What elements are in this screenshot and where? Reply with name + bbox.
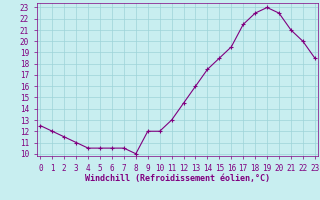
X-axis label: Windchill (Refroidissement éolien,°C): Windchill (Refroidissement éolien,°C) bbox=[85, 174, 270, 183]
